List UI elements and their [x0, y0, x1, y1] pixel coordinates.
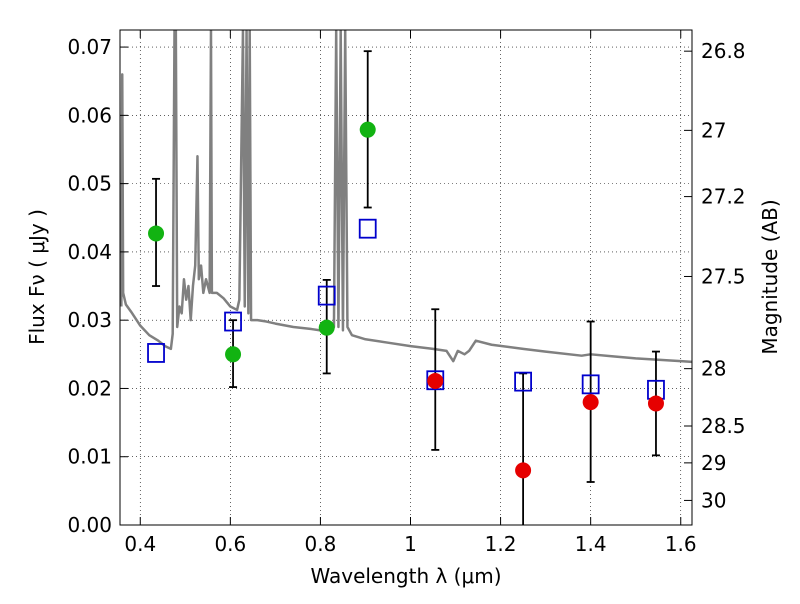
y-tick-label: 0.06	[67, 103, 112, 127]
y-tick-label: 0.00	[67, 513, 112, 537]
flux-point	[427, 372, 444, 389]
model-spectrum	[120, 30, 692, 364]
y2-tick-label: 27.2	[701, 185, 746, 209]
y2-tick-label: 30	[701, 488, 726, 512]
y2-axis-label: Magnitude (AB)	[758, 199, 782, 354]
model-square-point	[317, 285, 336, 306]
tick-labels: 0.4 0.6 0.8 1 1.2 1.4 1.6 0.00 0.01 0.02 0.03 0.04 0…	[67, 35, 745, 556]
grid-lines	[120, 30, 692, 526]
y2-tick-label: 27.5	[701, 264, 746, 288]
flux-point	[318, 319, 335, 336]
flux-point	[225, 346, 242, 363]
y-tick-label: 0.03	[67, 308, 112, 332]
y-tick-label: 0.05	[67, 172, 112, 196]
flux-point	[359, 121, 376, 138]
x-tick-label: 1	[404, 532, 417, 556]
model-square-point	[224, 311, 242, 332]
model-square-point	[581, 374, 600, 395]
flux-point	[148, 225, 165, 242]
error-bars	[152, 50, 660, 525]
model-square-point	[514, 371, 533, 392]
observed-photometry-points	[148, 121, 664, 479]
x-tick-label: 1.2	[485, 532, 517, 556]
plot-frame	[119, 29, 693, 526]
y-axis-label: Flux Fν ( μJy )	[25, 209, 49, 345]
model-square-point	[358, 218, 377, 239]
x-axis-label: Wavelength λ (μm)	[310, 564, 501, 588]
x-tick-label: 1.6	[665, 532, 697, 556]
y-tick-label: 0.04	[67, 240, 112, 264]
x-tick-label: 1.4	[575, 532, 607, 556]
model-spectrum-line	[120, 30, 692, 364]
flux-point	[515, 462, 532, 479]
flux-point	[647, 395, 664, 412]
y-tick-label: 0.02	[67, 376, 112, 400]
x-tick-label: 0.8	[305, 532, 337, 556]
y-tick-label: 0.01	[67, 445, 112, 469]
y2-tick-label: 29	[701, 451, 726, 475]
model-photometry-squares	[147, 218, 665, 400]
y2-tick-label: 28.5	[701, 414, 746, 438]
y2-tick-label: 27	[701, 118, 726, 142]
x-tick-label: 0.6	[214, 532, 246, 556]
model-square-point	[426, 370, 445, 391]
plot-border	[119, 29, 693, 526]
model-square-point	[147, 343, 165, 363]
flux-point	[582, 394, 599, 411]
y-tick-label: 0.07	[67, 35, 112, 59]
x-tick-label: 0.4	[124, 532, 156, 556]
y2-tick-label: 28	[701, 357, 726, 381]
axis-ticks	[120, 30, 692, 526]
y2-tick-label: 26.8	[701, 39, 746, 63]
